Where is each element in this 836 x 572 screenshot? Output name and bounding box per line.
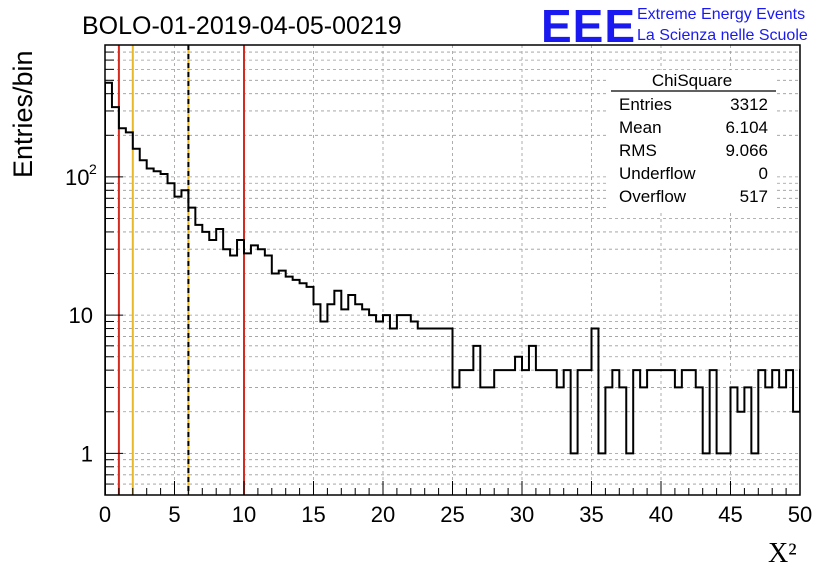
stats-row-value: 6.104: [725, 118, 768, 137]
axis-ticks: [104, 44, 801, 496]
stats-row-value: 9.066: [725, 141, 768, 160]
x-tick-label: 30: [510, 502, 534, 527]
x-tick-label: 35: [579, 502, 603, 527]
histogram: [105, 81, 800, 495]
x-tick-label: 10: [232, 502, 256, 527]
y-axis-label: Entries/bin: [8, 50, 38, 178]
x-tick-label: 20: [371, 502, 395, 527]
x-tick-label: 50: [788, 502, 812, 527]
stats-row-label: Overflow: [619, 187, 687, 206]
reference-lines: [117, 45, 245, 495]
stats-box-bg: [608, 70, 776, 210]
x-tick-labels: 0 5 10 15 20 25 30 35 40 45 50: [99, 502, 812, 527]
x-tick-label: 0: [99, 502, 111, 527]
stats-title: ChiSquare: [652, 71, 732, 90]
y-tick-label: 1: [81, 441, 93, 466]
logo-mark: EEE: [541, 0, 636, 52]
y-tick-label-exponent: 2: [89, 161, 97, 177]
stats-row-label: RMS: [619, 141, 657, 160]
stats-row-value: 3312: [730, 95, 768, 114]
eee-logo: EEE Extreme Energy Events La Scienza nel…: [541, 0, 808, 52]
x-axis-label: X²: [768, 538, 797, 569]
x-tick-label: 25: [440, 502, 464, 527]
histogram-steps: [105, 81, 800, 495]
grid-lines: [105, 44, 800, 496]
stats-row-value: 0: [759, 164, 768, 183]
stats-row-label: Entries: [619, 95, 672, 114]
logo-line2: La Scienza nelle Scuole: [637, 27, 808, 44]
stats-row-label: Mean: [619, 118, 662, 137]
x-tick-label: 45: [718, 502, 742, 527]
stats-rows: Entries 3312 Mean 6.104 RMS 9.066 Underflow 0 Ov…: [619, 95, 768, 206]
chart-title: BOLO-01-2019-04-05-00219: [82, 12, 402, 40]
x-tick-label: 40: [649, 502, 673, 527]
logo-line1: Extreme Energy Events: [637, 6, 805, 23]
x-tick-label: 15: [301, 502, 325, 527]
stats-box: ChiSquare Entries 3312 Mean 6.104 RMS 9.066 Un…: [608, 70, 776, 210]
y-tick-label: 10: [65, 165, 89, 190]
stats-row-label: Underflow: [619, 164, 696, 183]
x-tick-label: 5: [168, 502, 180, 527]
y-tick-label: 10: [69, 303, 93, 328]
stats-row-value: 517: [740, 187, 768, 206]
